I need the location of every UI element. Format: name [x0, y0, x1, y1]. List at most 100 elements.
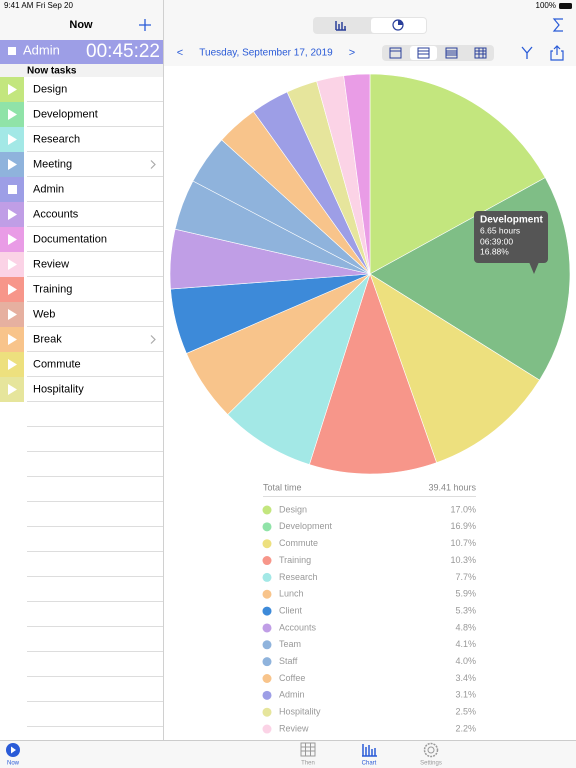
tab-labels: Now Then Chart Settings [7, 761, 442, 767]
add-button[interactable] [139, 19, 151, 31]
play-icon [8, 334, 17, 345]
task-row[interactable] [0, 127, 163, 152]
legend-name: Training [279, 555, 311, 565]
legend-name: Development [279, 521, 333, 531]
play-icon [8, 134, 17, 145]
legend: Design 17.0% Development 16.9% Commute 10.7% T… [262, 504, 476, 734]
next-button[interactable]: > [349, 47, 355, 59]
legend-name: Accounts [279, 622, 317, 632]
tooltip-line: 6.65 hours [480, 225, 520, 235]
task-name: Web [33, 308, 55, 320]
legend-value: 16.9% [450, 521, 476, 531]
play-icon [8, 84, 17, 95]
tab-label[interactable]: Chart [362, 761, 377, 767]
task-name: Hospitality [33, 383, 84, 395]
legend-dot [262, 522, 272, 532]
tooltip-bg [474, 211, 548, 263]
pie-slice[interactable] [227, 273, 371, 465]
task-row[interactable] [0, 277, 163, 302]
legend-name: Hospitality [279, 707, 321, 717]
play-icon [8, 209, 17, 220]
legend-dot [262, 707, 272, 717]
stop-icon [8, 185, 17, 194]
legend-value: 7.7% [455, 572, 476, 582]
battery-icon [559, 3, 572, 9]
sidebar-header-bg [0, 0, 163, 40]
task-row[interactable] [0, 302, 163, 327]
tooltip: Development 6.65 hours 06:39:00 16.88% [474, 211, 548, 274]
pie-slice[interactable] [369, 73, 546, 275]
legend-name: Review [279, 723, 309, 733]
pie-slice[interactable] [369, 273, 540, 463]
task-name: Break [33, 333, 62, 345]
play-icon [8, 109, 17, 120]
task-row[interactable] [0, 352, 163, 377]
task-row[interactable] [0, 152, 163, 177]
play-icon [8, 359, 17, 370]
sidebar-title: Now [69, 19, 93, 31]
sum-button[interactable] [552, 18, 563, 32]
range-switch[interactable] [382, 45, 494, 61]
legend-value: 3.1% [455, 690, 476, 700]
tab-label[interactable]: Then [301, 761, 315, 767]
tab-bar [0, 740, 576, 768]
total-label: Total time [263, 482, 302, 492]
chevron [150, 160, 156, 169]
tooltip-line: 16.88% [480, 246, 509, 256]
prev-button[interactable]: < [177, 47, 183, 59]
legend-dot [262, 640, 272, 650]
chart-icon[interactable] [362, 744, 377, 757]
legend-name: Design [279, 504, 307, 514]
task-row[interactable] [0, 327, 163, 352]
task-name: Training [33, 283, 72, 295]
tab-label[interactable]: Settings [420, 761, 442, 767]
section-bg [0, 64, 163, 77]
chevron [150, 335, 156, 344]
legend-dot [262, 505, 272, 515]
legend-name: Coffee [279, 673, 305, 683]
play-icon [8, 234, 17, 245]
settings-icon[interactable] [423, 742, 439, 758]
task-row[interactable] [0, 77, 163, 102]
legend-dot [262, 572, 272, 582]
legend-name: Research [279, 572, 318, 582]
legend-dot [262, 589, 272, 599]
bar-view-icon[interactable] [335, 21, 346, 31]
total-value: 39.41 hours [428, 482, 476, 492]
legend-value: 2.5% [455, 707, 476, 717]
timer: 00:45:22 [86, 41, 160, 62]
active-row[interactable] [0, 40, 163, 64]
task-row[interactable] [0, 252, 163, 277]
task-name: Design [33, 83, 67, 95]
range-selected [410, 46, 437, 60]
task-row[interactable] [0, 177, 163, 202]
legend-dot [262, 724, 272, 734]
legend-value: 10.7% [450, 538, 476, 548]
task-row[interactable] [0, 202, 163, 227]
date-label[interactable]: Tuesday, September 17, 2019 [199, 48, 333, 59]
legend-value: 2.2% [455, 723, 476, 733]
legend-name: Commute [279, 538, 318, 548]
settings-icon-center [427, 746, 435, 754]
then-icon[interactable] [300, 742, 316, 757]
play-icon [8, 259, 17, 270]
tooltip-pointer [529, 262, 539, 274]
filter-button[interactable] [521, 46, 533, 59]
legend-dot [262, 606, 272, 616]
task-list: Design Development Research Meeting Admin Acc… [0, 77, 163, 727]
pie-view-icon-fill [398, 20, 403, 25]
tab-label[interactable]: Now [7, 761, 20, 767]
pie-chart [169, 73, 571, 475]
task-name: Documentation [33, 233, 107, 245]
share-button[interactable] [550, 45, 564, 61]
legend-name: Lunch [279, 589, 304, 599]
legend-value: 5.9% [455, 589, 476, 599]
pie-slice[interactable] [309, 273, 437, 475]
legend-value: 4.8% [455, 622, 476, 632]
task-name: Commute [33, 358, 81, 370]
pie-slice[interactable] [343, 73, 371, 275]
legend-dot [262, 657, 272, 667]
legend-name: Client [279, 605, 303, 615]
task-name: Meeting [33, 158, 72, 170]
